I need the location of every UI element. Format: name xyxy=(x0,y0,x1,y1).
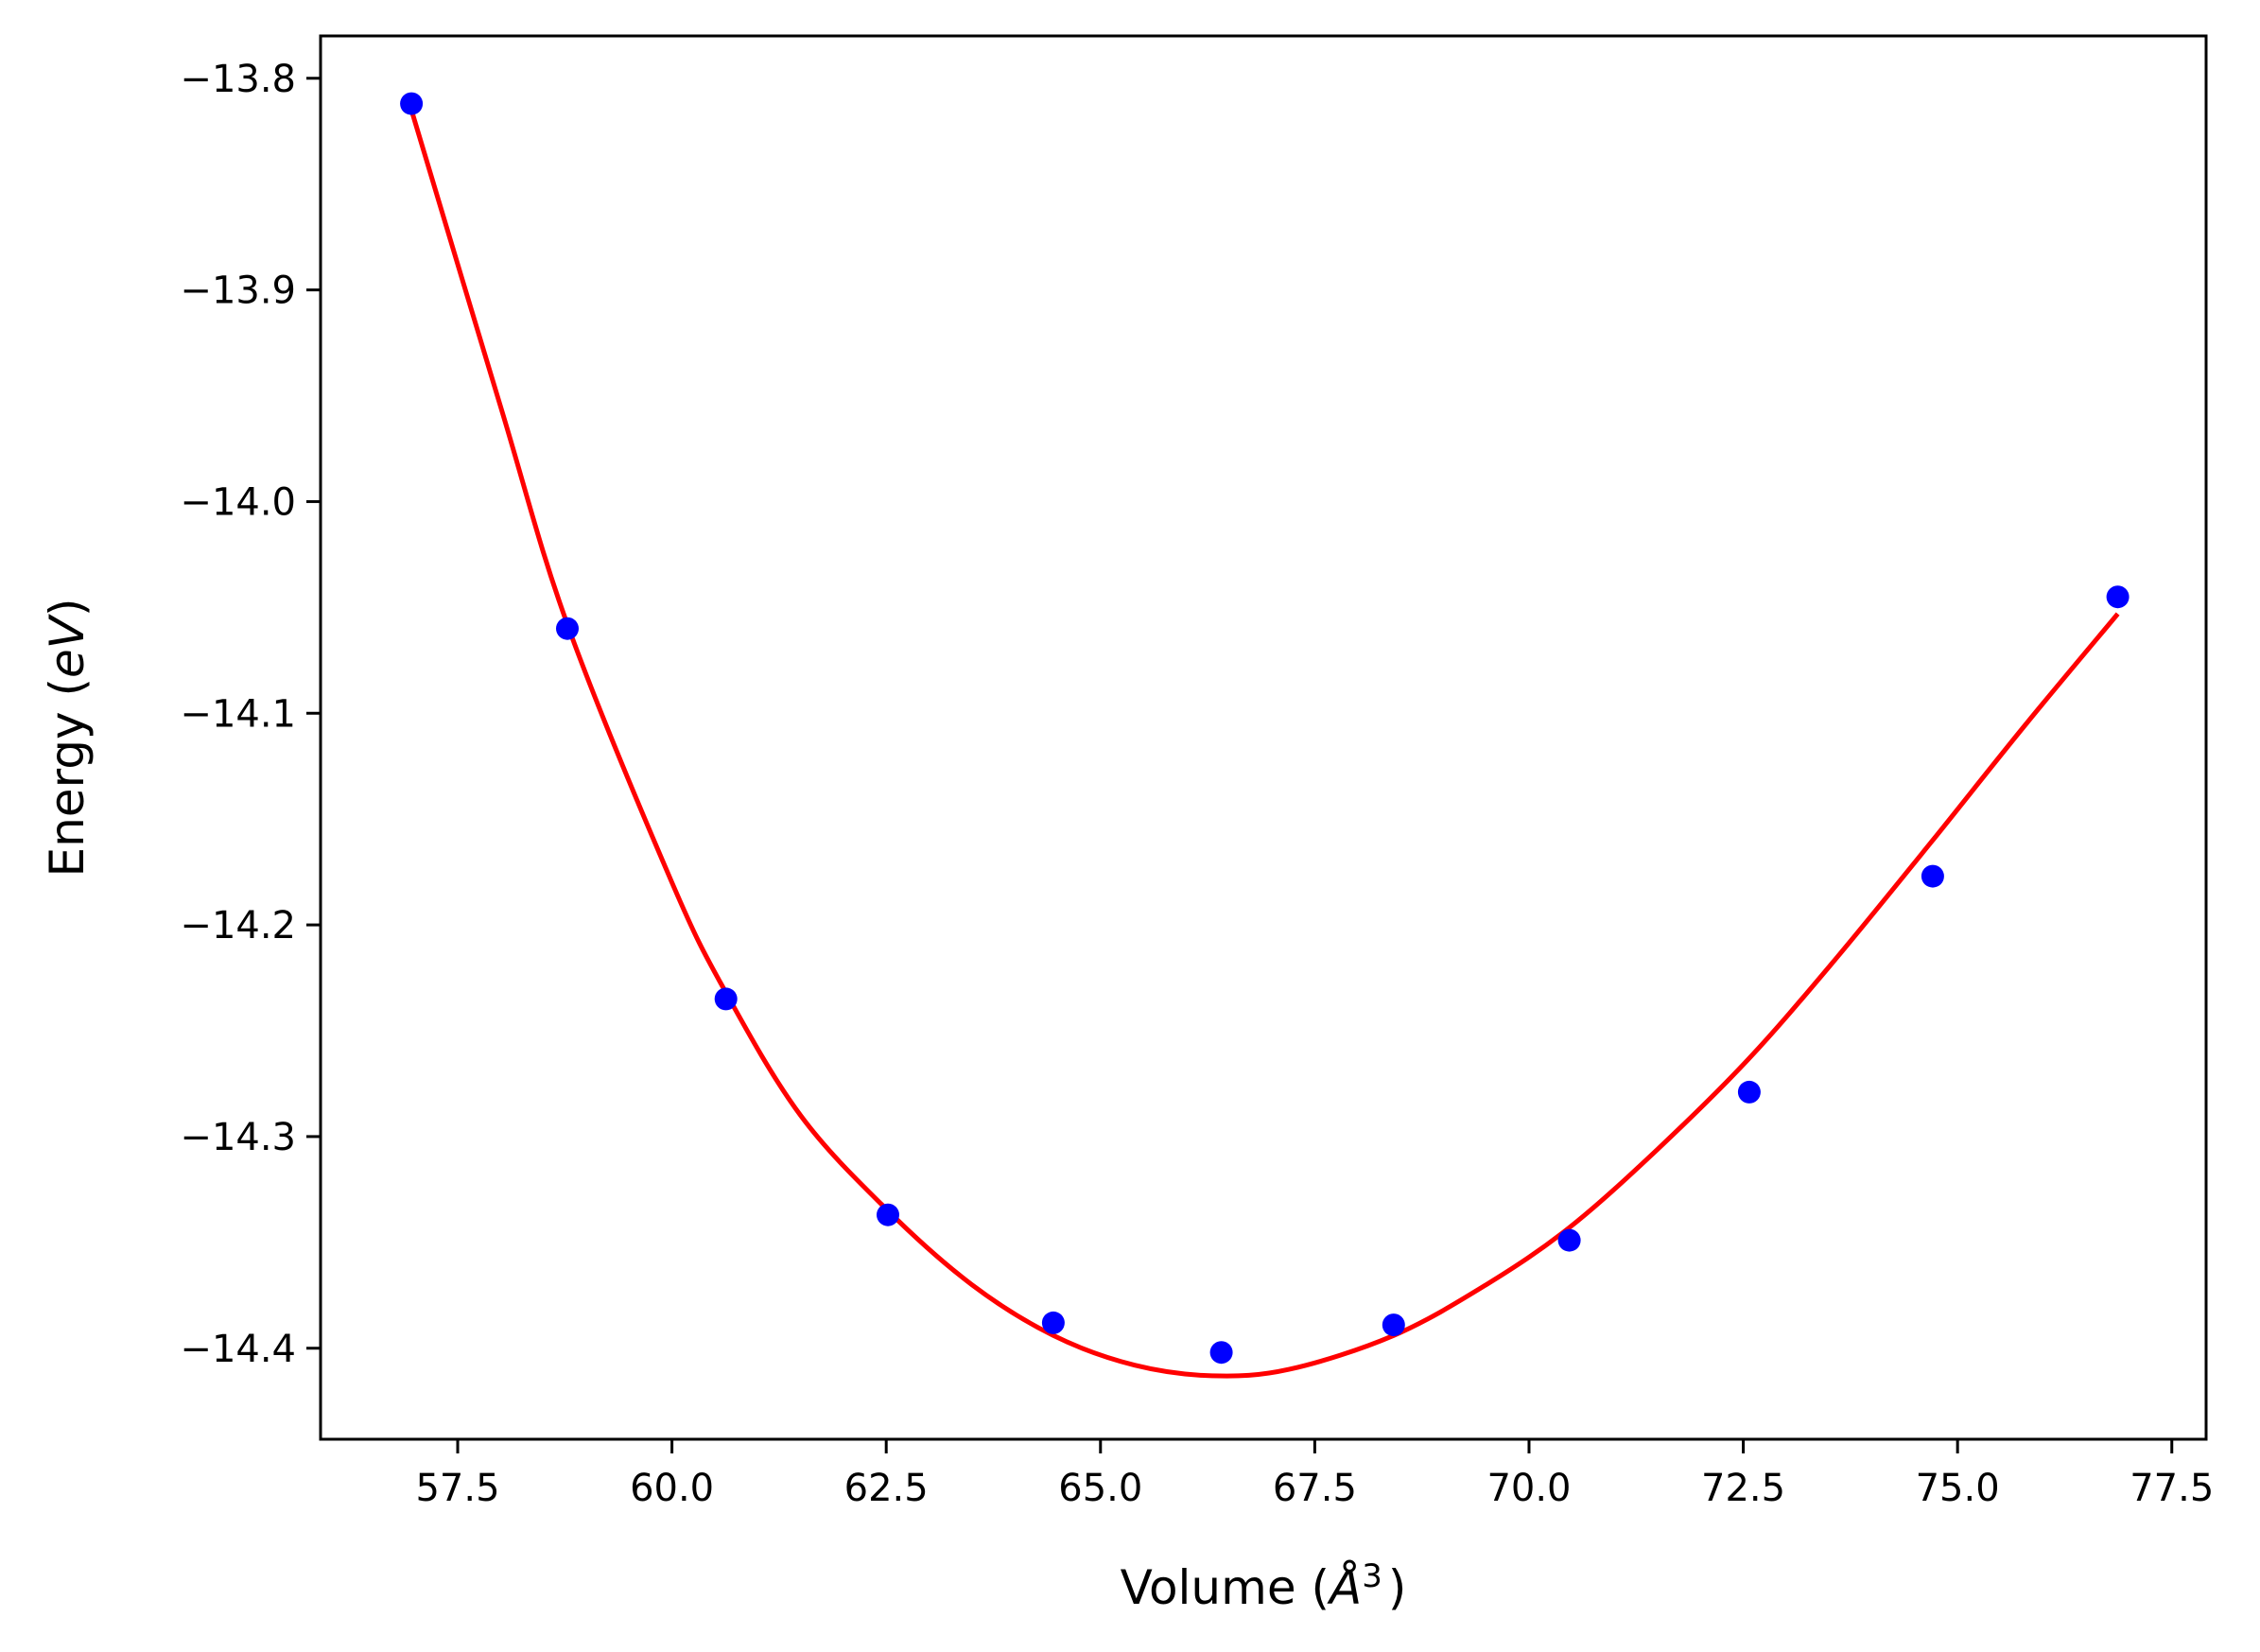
y-tick-label: −14.0 xyxy=(180,480,296,524)
data-points-layer xyxy=(400,92,2130,1365)
y-tick-label: −14.3 xyxy=(180,1116,296,1159)
x-tick-label: 77.5 xyxy=(2130,1467,2214,1510)
y-tick-label: −14.4 xyxy=(180,1328,296,1371)
plot-frame xyxy=(319,34,2208,1441)
data-point xyxy=(1737,1080,1761,1104)
x-tick-label: 67.5 xyxy=(1273,1467,1357,1510)
data-point xyxy=(556,617,579,640)
x-tick-label: 70.0 xyxy=(1486,1467,1571,1510)
data-point xyxy=(2106,585,2130,609)
x-axis-label: Volume (Å3) xyxy=(1121,1557,1407,1615)
y-tick-label: −13.9 xyxy=(180,270,296,313)
data-point xyxy=(1382,1313,1405,1337)
fit-curve xyxy=(409,109,2120,1379)
fit-curve-layer xyxy=(409,109,2120,1379)
x-tick-label: 65.0 xyxy=(1058,1467,1142,1510)
data-point xyxy=(1557,1228,1581,1252)
x-axis-ticks: 57.5 60.0 62.5 65.0 67.5 70.0 72.5 75.0 77.5 xyxy=(415,1439,2214,1510)
data-point xyxy=(877,1203,899,1226)
y-tick-label: −13.8 xyxy=(180,58,296,101)
x-tick-label: 57.5 xyxy=(415,1467,499,1510)
data-point xyxy=(1041,1311,1065,1334)
x-tick-label: 60.0 xyxy=(630,1467,714,1510)
y-tick-label: −14.2 xyxy=(180,904,296,948)
y-tick-label: −14.1 xyxy=(180,692,296,736)
x-tick-label: 62.5 xyxy=(844,1467,929,1510)
data-point xyxy=(1921,864,1944,888)
y-axis-ticks: −13.8 −13.9 −14.0 −14.1 −14.2 −14.3 −14.4 xyxy=(180,58,321,1371)
x-tick-label: 72.5 xyxy=(1701,1467,1785,1510)
data-point xyxy=(1209,1341,1233,1365)
x-tick-label: 75.0 xyxy=(1916,1467,2000,1510)
data-point xyxy=(714,987,738,1011)
data-point xyxy=(400,92,424,115)
y-axis-label: Energy (eV) xyxy=(40,599,95,878)
